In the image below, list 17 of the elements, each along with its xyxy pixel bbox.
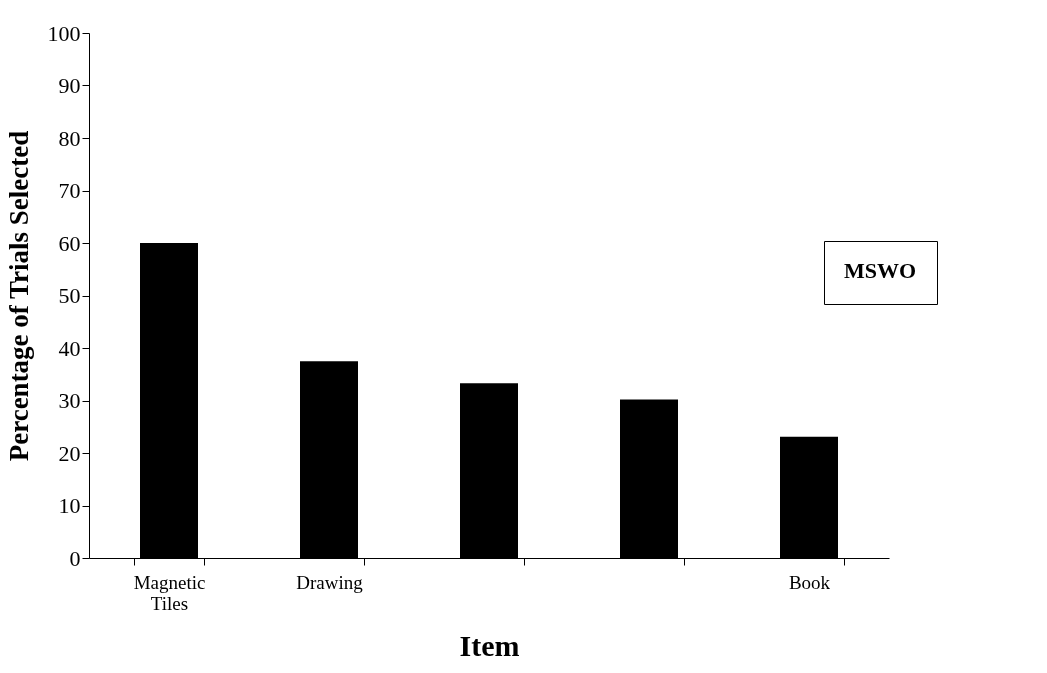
y-tick-label: 40 bbox=[58, 335, 81, 361]
legend-title: MSWO bbox=[843, 258, 917, 283]
y-tick-label: 20 bbox=[58, 440, 81, 466]
x-axis-title: Item bbox=[459, 628, 520, 662]
y-tick-label: 90 bbox=[58, 73, 81, 98]
y-tick-label: 10 bbox=[58, 493, 81, 518]
y-tick-label: 100 bbox=[47, 20, 81, 46]
y-tick-label: 0 bbox=[69, 545, 81, 571]
y-tick-label: 60 bbox=[58, 230, 81, 256]
y-tick-label: 80 bbox=[58, 125, 81, 151]
x-tick-label: Drawing bbox=[296, 571, 364, 593]
y-tick-label: 30 bbox=[58, 388, 81, 413]
x-tick-label: Book bbox=[788, 571, 831, 593]
y-tick-label: 70 bbox=[58, 178, 81, 203]
y-axis-title: Percentage of Trials Selected bbox=[3, 130, 34, 462]
x-tick-label: Magnetic Tiles bbox=[133, 571, 206, 614]
y-tick-label: 50 bbox=[58, 283, 81, 308]
